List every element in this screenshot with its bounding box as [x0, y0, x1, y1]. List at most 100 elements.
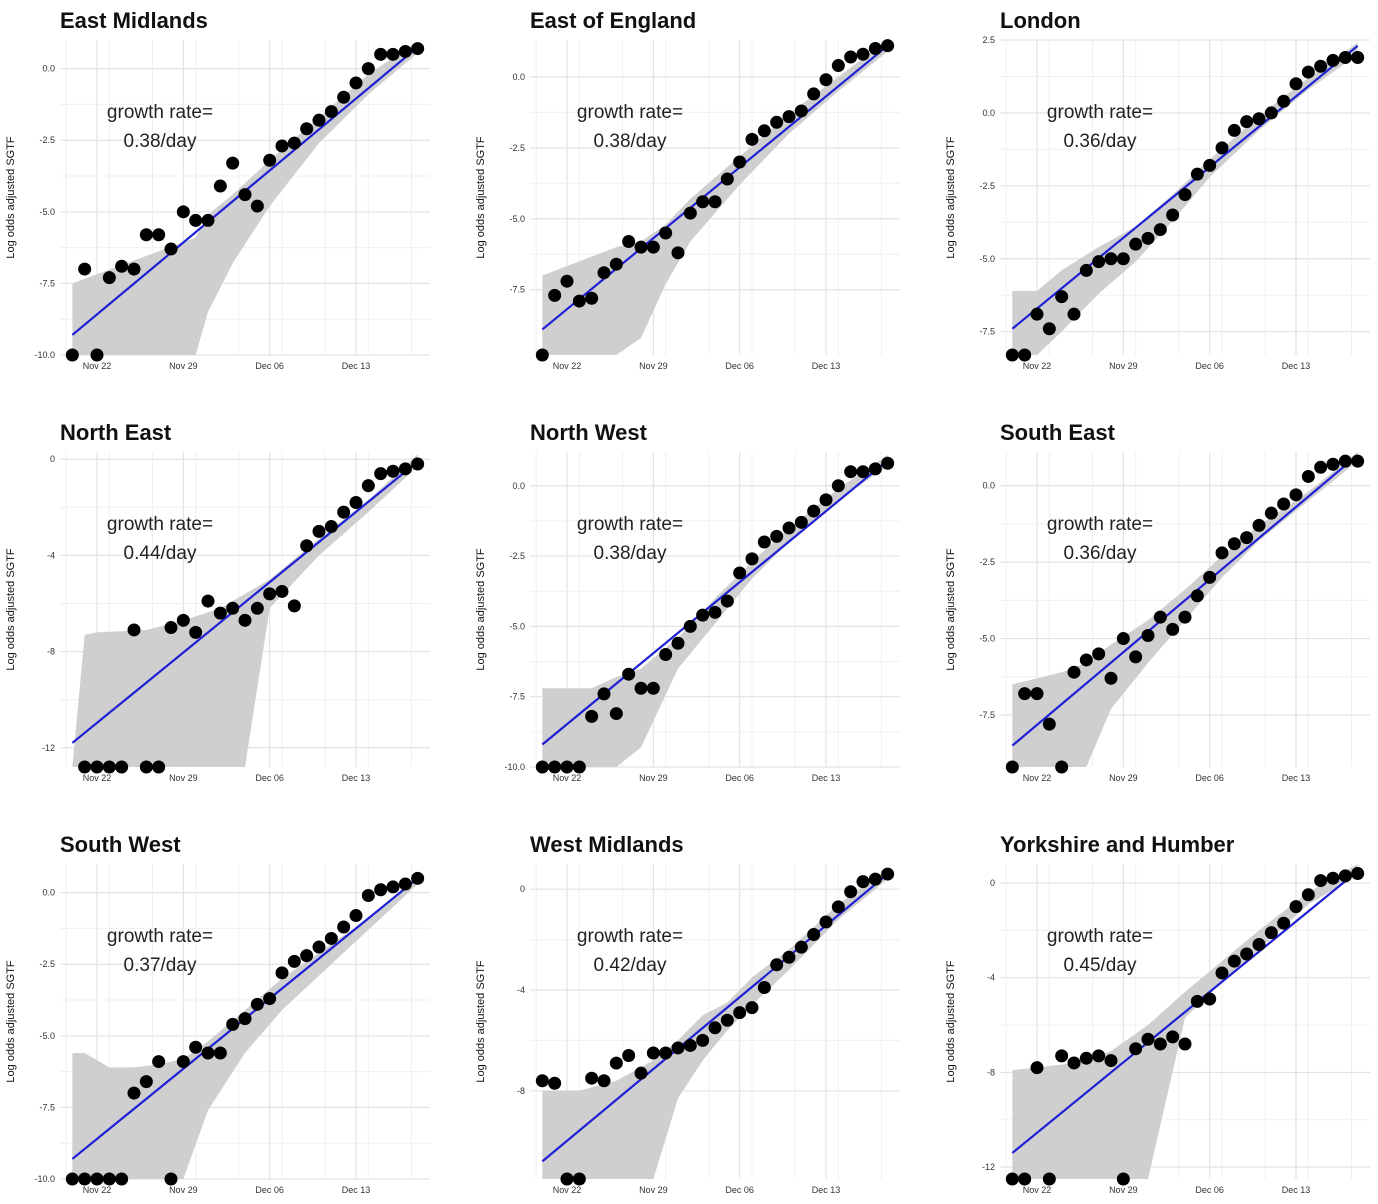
data-point — [585, 291, 599, 305]
data-point — [1190, 167, 1204, 181]
data-point — [1203, 992, 1217, 1006]
data-point — [78, 262, 92, 276]
data-point — [819, 73, 833, 87]
data-point — [263, 587, 277, 601]
chart-panel: Yorkshire and Humber Log odds adjusted SG… — [945, 832, 1370, 1195]
data-point — [683, 1038, 697, 1052]
data-point — [1166, 1030, 1180, 1044]
data-point — [1030, 687, 1044, 701]
data-point — [1055, 760, 1069, 774]
data-point — [238, 613, 252, 627]
data-point — [782, 521, 796, 535]
data-point — [1301, 469, 1315, 483]
y-tick-label: 0.0 — [982, 481, 995, 491]
data-point — [1252, 518, 1266, 532]
data-point — [411, 42, 425, 56]
data-point — [1301, 65, 1315, 79]
data-point — [300, 949, 314, 963]
data-point — [696, 1033, 710, 1047]
y-tick-label: -10.0 — [504, 762, 525, 772]
data-point — [139, 228, 153, 242]
data-point — [1141, 628, 1155, 642]
data-point — [176, 205, 190, 219]
data-point — [708, 1021, 722, 1035]
data-point — [213, 179, 227, 193]
data-point — [1289, 488, 1303, 502]
growth-rate-value: 0.36/day — [1064, 131, 1137, 152]
x-tick-label: Nov 29 — [639, 1185, 668, 1195]
data-point — [1067, 665, 1081, 679]
data-point — [572, 294, 586, 308]
x-tick-label: Nov 29 — [169, 1185, 198, 1195]
data-point — [622, 234, 636, 248]
chart-panel: North West Log odds adjusted SGTF 0.0 -2.5 -… — [475, 420, 900, 783]
data-point — [1178, 610, 1192, 624]
data-point — [1079, 263, 1093, 277]
data-point — [881, 867, 895, 881]
y-tick-label: -2.5 — [39, 959, 55, 969]
data-point — [1264, 506, 1278, 520]
data-point — [622, 1049, 636, 1063]
data-point — [831, 900, 845, 914]
panel-title: London — [1000, 8, 1081, 33]
fit-line — [541, 44, 889, 331]
data-point — [361, 889, 375, 902]
data-point — [1092, 1049, 1106, 1063]
data-point — [152, 228, 166, 242]
data-point — [263, 992, 277, 1006]
y-axis-label: Log odds adjusted SGTF — [475, 136, 487, 259]
data-point — [411, 457, 425, 471]
data-point — [1067, 307, 1081, 321]
data-point — [535, 760, 549, 774]
data-point — [597, 266, 611, 280]
data-point — [139, 760, 153, 774]
data-point — [868, 42, 882, 56]
growth-rate-value: 0.38/day — [594, 131, 667, 152]
confidence-ribbon — [1012, 452, 1358, 767]
growth-rate-value: 0.45/day — [1064, 955, 1137, 976]
data-point — [572, 760, 586, 774]
y-tick-label: -2.5 — [509, 143, 525, 153]
y-tick-label: -7.5 — [509, 285, 525, 295]
data-point — [1092, 255, 1106, 269]
data-point — [213, 1046, 227, 1060]
growth-rate-label: growth rate= — [577, 514, 683, 535]
data-point — [856, 465, 870, 479]
fit-line — [541, 459, 889, 746]
y-axis-label: Log odds adjusted SGTF — [475, 960, 487, 1083]
data-point — [720, 172, 734, 186]
data-point — [622, 667, 636, 681]
panel-title: Yorkshire and Humber — [1000, 832, 1235, 857]
x-tick-label: Dec 13 — [1282, 361, 1311, 371]
data-point — [1092, 647, 1106, 661]
data-point — [881, 456, 895, 470]
data-point — [1240, 115, 1254, 129]
y-tick-label: -4 — [47, 550, 55, 560]
data-point — [102, 1172, 116, 1186]
data-point — [844, 465, 858, 479]
data-point — [794, 104, 808, 118]
y-tick-label: -5.0 — [39, 207, 55, 217]
data-point — [585, 1071, 599, 1085]
data-point — [1005, 348, 1019, 362]
fit-line — [541, 873, 889, 1163]
y-tick-label: 0.0 — [42, 64, 55, 74]
data-point — [1104, 671, 1118, 685]
data-point — [1005, 760, 1019, 774]
data-point — [1264, 926, 1278, 940]
panel-title: South East — [1000, 420, 1116, 445]
data-point — [1153, 223, 1167, 237]
data-point — [770, 529, 784, 543]
data-point — [176, 1055, 190, 1069]
growth-rate-value: 0.44/day — [124, 543, 197, 564]
x-tick-label: Dec 06 — [1195, 1185, 1224, 1195]
y-tick-label: -7.5 — [979, 327, 995, 337]
data-point — [1104, 1054, 1118, 1068]
y-axis-label: Log odds adjusted SGTF — [5, 960, 17, 1083]
confidence-ribbon — [72, 454, 418, 767]
growth-rate-value: 0.38/day — [594, 543, 667, 564]
growth-rate-label: growth rate= — [107, 926, 213, 947]
data-point — [548, 1076, 562, 1090]
data-point — [856, 47, 870, 61]
